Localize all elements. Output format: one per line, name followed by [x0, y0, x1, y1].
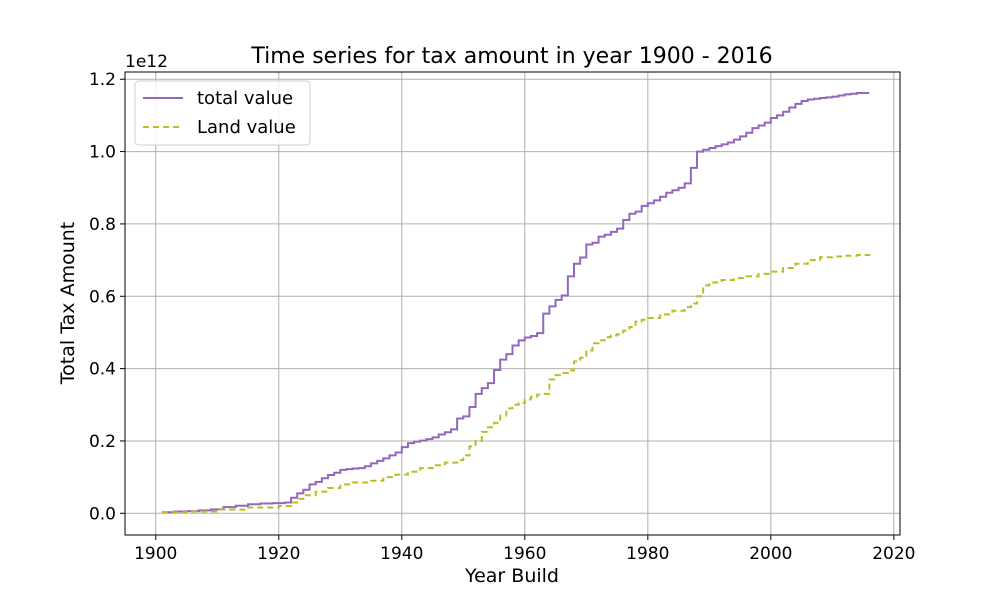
y-tick-label: 1.2 — [89, 70, 116, 90]
legend-label-total-value: total value — [197, 88, 293, 109]
x-tick-label: 1940 — [380, 544, 423, 564]
y-axis-label: Total Tax Amount — [57, 222, 79, 385]
y-tick-label: 0.8 — [89, 215, 116, 235]
x-tick-label: 2000 — [749, 544, 792, 564]
series-line-land-value — [161, 254, 871, 514]
grid — [125, 72, 900, 535]
legend: total value Land value — [134, 80, 311, 146]
x-tick-label: 1900 — [134, 544, 177, 564]
chart-title: Time series for tax amount in year 1900 … — [250, 44, 772, 69]
x-tick-label: 1920 — [257, 544, 300, 564]
y-axis-offset-label: 1e12 — [125, 52, 168, 72]
plot-area-frame — [124, 71, 901, 536]
y-tick-label: 0.0 — [89, 504, 116, 524]
y-axis: 0.0 0.2 0.4 0.6 0.8 1.0 1.2 — [89, 70, 125, 524]
series-line-total-value — [161, 91, 870, 514]
x-axis: 1900 1920 1940 1960 1980 2000 2020 — [134, 535, 915, 564]
x-axis-label: Year Build — [464, 565, 559, 587]
x-tick-label: 1960 — [503, 544, 546, 564]
legend-label-land-value: Land value — [197, 117, 296, 138]
y-tick-label: 0.4 — [89, 360, 116, 380]
x-tick-label: 2020 — [872, 544, 915, 564]
series-layer — [161, 91, 871, 514]
y-tick-label: 1.0 — [89, 143, 116, 163]
y-tick-label: 0.6 — [89, 287, 116, 307]
y-tick-label: 0.2 — [89, 432, 116, 452]
x-tick-label: 1980 — [626, 544, 669, 564]
